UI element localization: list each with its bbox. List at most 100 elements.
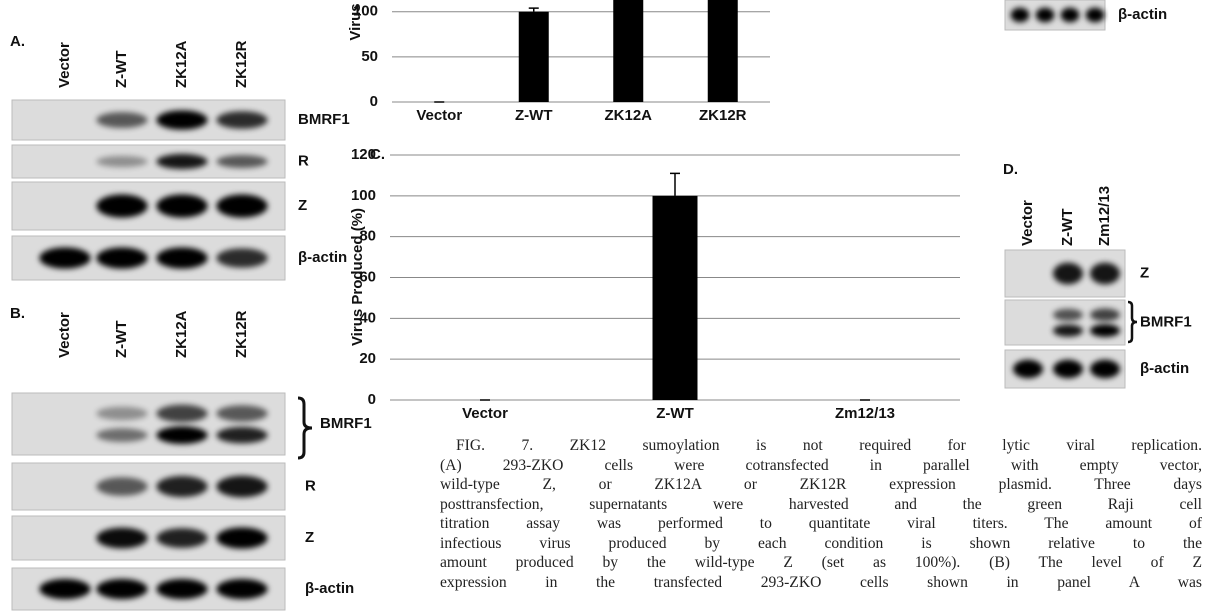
band bbox=[156, 528, 207, 548]
band bbox=[156, 110, 207, 129]
band bbox=[1011, 8, 1030, 23]
bar bbox=[653, 196, 698, 400]
band bbox=[216, 155, 267, 168]
blot-label: β-actin bbox=[298, 249, 347, 266]
band bbox=[1053, 360, 1083, 378]
band bbox=[156, 426, 207, 444]
band bbox=[216, 527, 267, 548]
lane-label: ZK12A bbox=[173, 310, 190, 358]
blot-label: β-actin bbox=[1118, 6, 1167, 23]
band bbox=[156, 579, 207, 599]
y-tick-label: 20 bbox=[359, 350, 376, 367]
blot-label: BMRF1 bbox=[320, 415, 372, 432]
y-axis-label: Virus Produced (%) bbox=[349, 208, 366, 346]
x-tick-label: Vector bbox=[416, 107, 462, 124]
band bbox=[96, 579, 147, 599]
caption-line: FIG. 7. ZK12 sumoylation is not required… bbox=[456, 436, 1202, 455]
band bbox=[96, 112, 147, 128]
band bbox=[216, 111, 267, 129]
band bbox=[1036, 8, 1055, 23]
band bbox=[156, 154, 207, 169]
band bbox=[1013, 360, 1043, 378]
lane-label: Vector bbox=[56, 312, 73, 358]
lane-label: ZK12R bbox=[233, 310, 250, 358]
band bbox=[1086, 8, 1105, 23]
band bbox=[96, 194, 147, 217]
blot-label: BMRF1 bbox=[298, 111, 350, 128]
band bbox=[216, 194, 267, 217]
lane-label: Z-WT bbox=[113, 321, 130, 358]
band bbox=[1053, 309, 1083, 321]
x-tick-label: Z-WT bbox=[515, 107, 552, 124]
lane-label: Z-WT bbox=[1059, 209, 1076, 246]
lane-label: ZK12R bbox=[233, 40, 250, 88]
x-tick-label: ZK12A bbox=[604, 107, 652, 124]
band bbox=[156, 405, 207, 423]
band bbox=[1090, 324, 1120, 337]
band bbox=[39, 247, 90, 268]
x-tick-label: Z-WT bbox=[656, 405, 693, 422]
y-axis-label: Virus bbox=[347, 3, 364, 40]
caption-line: (A) 293-ZKO cells were cotransfected in … bbox=[440, 456, 1202, 475]
blot-label: Z bbox=[1140, 264, 1149, 281]
band bbox=[1053, 324, 1083, 336]
band bbox=[1061, 8, 1080, 23]
band bbox=[96, 156, 147, 167]
bracket bbox=[1128, 302, 1137, 342]
error-bar bbox=[529, 8, 539, 12]
blot-strip bbox=[12, 393, 285, 455]
lane-label: Zm12/13 bbox=[1096, 186, 1113, 246]
panel-label: C. bbox=[370, 146, 385, 163]
caption-line: posttransfection, supernatants were harv… bbox=[440, 495, 1202, 514]
band bbox=[39, 579, 90, 599]
band bbox=[216, 427, 267, 444]
band bbox=[216, 476, 267, 498]
blot-label: R bbox=[298, 152, 309, 169]
blot-label: β-actin bbox=[305, 580, 354, 597]
lane-label: Vector bbox=[1019, 200, 1036, 246]
x-tick-label: ZK12R bbox=[699, 107, 747, 124]
band bbox=[216, 248, 267, 267]
bar bbox=[613, 0, 643, 102]
caption-line: titration assay was performed to quantit… bbox=[440, 514, 1202, 533]
band bbox=[96, 428, 147, 442]
caption-line: infectious virus produced by each condit… bbox=[440, 534, 1202, 553]
y-tick-label: 0 bbox=[368, 391, 376, 408]
band bbox=[1090, 360, 1120, 378]
panel-label: D. bbox=[1003, 161, 1018, 178]
blot-strip bbox=[1005, 300, 1125, 345]
caption-line: wild-type Z, or ZK12A or ZK12R expressio… bbox=[440, 475, 1202, 494]
lane-label: ZK12A bbox=[173, 40, 190, 88]
lane-label: Z-WT bbox=[113, 51, 130, 88]
panel-label: A. bbox=[10, 33, 25, 50]
caption-line: expression in the transfected 293-ZKO ce… bbox=[440, 573, 1202, 592]
panel-label: B. bbox=[10, 305, 25, 322]
error-bar bbox=[670, 173, 680, 195]
band bbox=[1053, 263, 1083, 285]
blot-label: Z bbox=[305, 529, 314, 546]
blot-label: BMRF1 bbox=[1140, 313, 1192, 330]
band bbox=[216, 405, 267, 422]
blot-label: Z bbox=[298, 197, 307, 214]
band bbox=[156, 476, 207, 497]
caption-line: amount produced by the wild-type Z (set … bbox=[440, 553, 1202, 572]
band bbox=[96, 247, 147, 268]
band bbox=[216, 579, 267, 599]
bar bbox=[708, 0, 738, 102]
bar bbox=[519, 12, 549, 102]
bracket bbox=[298, 398, 312, 458]
band bbox=[96, 477, 147, 496]
blot-label: β-actin bbox=[1140, 360, 1189, 377]
y-tick-label: 0 bbox=[370, 93, 378, 110]
x-tick-label: Vector bbox=[462, 405, 508, 422]
y-tick-label: 100 bbox=[351, 187, 376, 204]
x-tick-label: Zm12/13 bbox=[835, 405, 895, 422]
page: {"panel_a": {"label": "A.", "lanes": ["V… bbox=[0, 0, 1213, 613]
band bbox=[156, 194, 207, 217]
band bbox=[1090, 263, 1120, 285]
lane-label: Vector bbox=[56, 42, 73, 88]
blot-label: R bbox=[305, 477, 316, 494]
band bbox=[96, 407, 147, 421]
band bbox=[1090, 308, 1120, 321]
y-tick-label: 50 bbox=[361, 48, 378, 65]
